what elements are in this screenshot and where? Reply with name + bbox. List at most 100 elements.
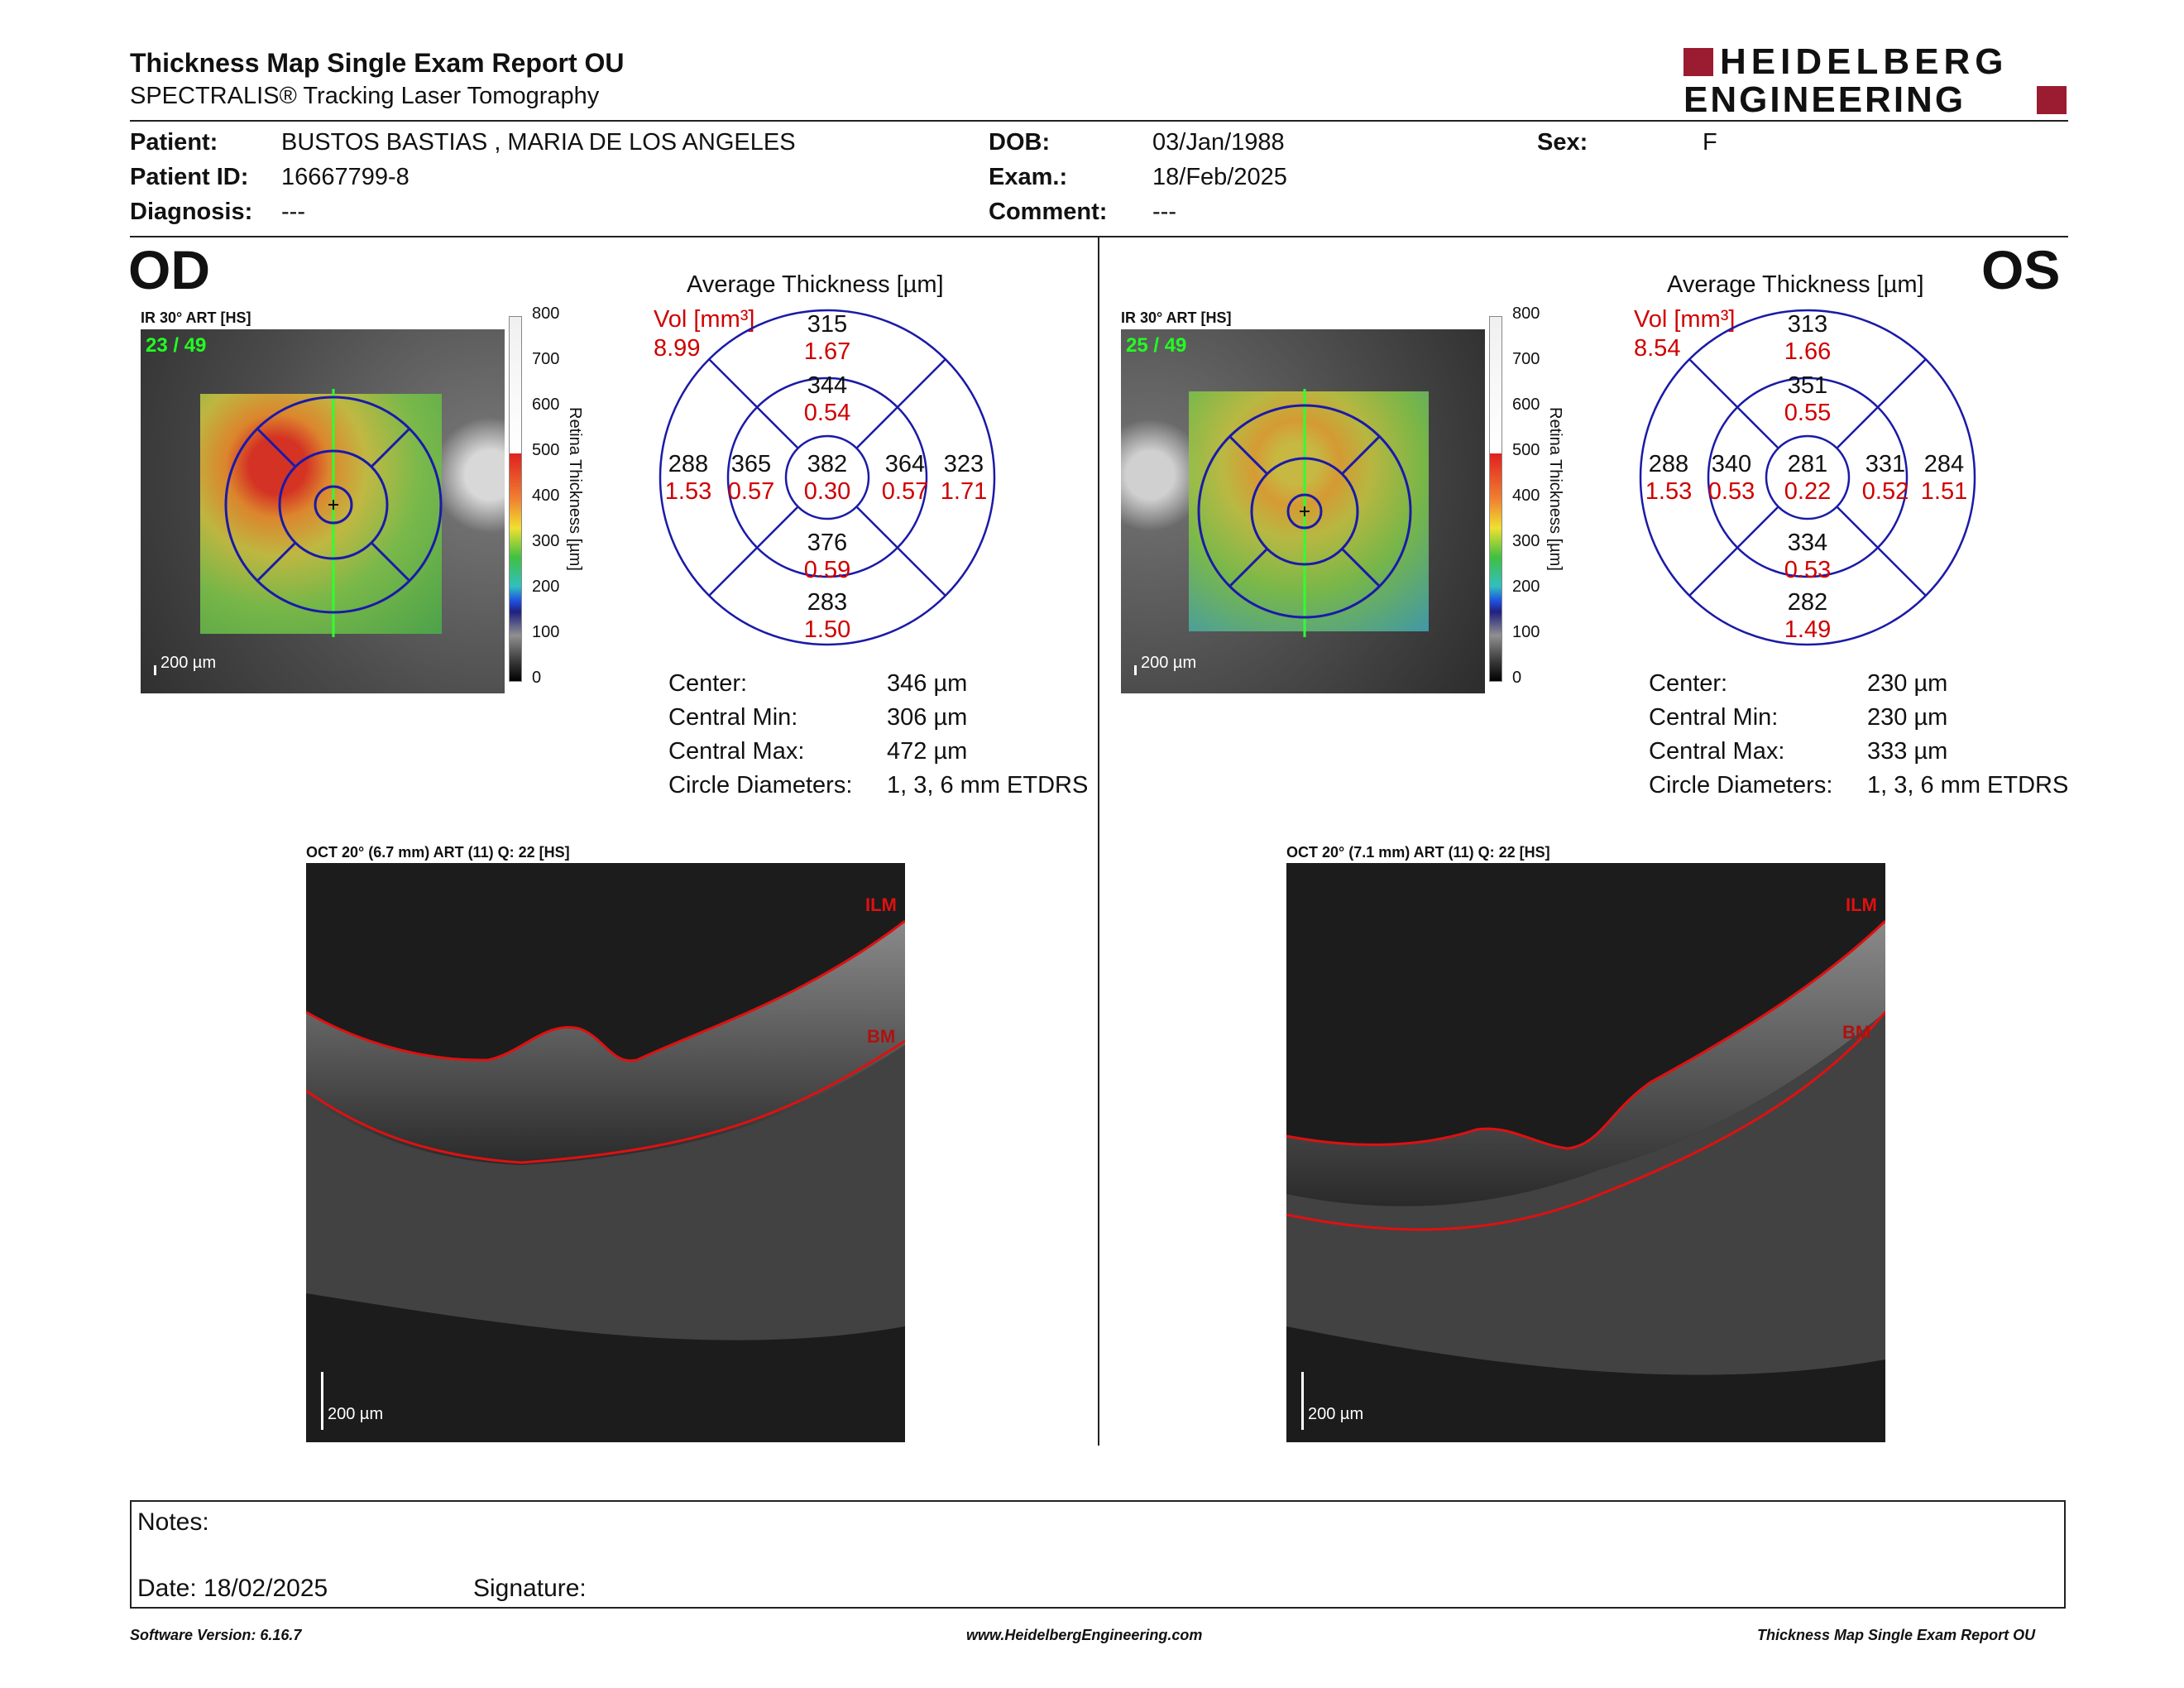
os-tick-300: 300 (1512, 532, 1540, 550)
dob-value: 03/Jan/1988 (1152, 129, 1285, 156)
od-colorbar-title: Retina Thickness [µm] (566, 407, 584, 571)
patient-label: Patient: (130, 129, 218, 156)
od-inner-inf-thickness: 376 (807, 530, 848, 556)
os-colorbar-title: Retina Thickness [µm] (1546, 407, 1564, 571)
od-outer-inf-thickness: 283 (807, 589, 848, 616)
od-etdrs-grid (659, 309, 996, 646)
od-outer-right-thickness: 323 (943, 451, 984, 477)
od-sector-outer-inf: 283 1.50 (794, 589, 860, 644)
report-subtitle: SPECTRALIS® Tracking Laser Tomography (130, 83, 600, 109)
patient-divider (130, 236, 2068, 237)
od-stat-center-value: 346 µm (887, 670, 968, 697)
os-outer-left-thickness: 288 (1648, 451, 1689, 477)
od-bm-label: BM (867, 1026, 896, 1047)
os-stat-min-label: Central Min: (1649, 704, 1779, 731)
notes-signature: Signature: (473, 1575, 587, 1602)
os-frame-counter: 25 / 49 (1126, 334, 1187, 357)
os-inner-right-thickness: 331 (1865, 451, 1906, 477)
logo-square-bottom (2037, 86, 2067, 114)
od-inner-sup-volume: 0.54 (803, 400, 851, 426)
os-oct-scale-label: 200 µm (1308, 1405, 1364, 1423)
notes-box: Notes: Date: 18/02/2025 Signature: (130, 1500, 2066, 1609)
od-tick-500: 500 (532, 441, 560, 459)
os-sector-inner-right: 331 0.52 (1852, 451, 1918, 506)
os-stat-center-value: 230 µm (1867, 670, 1948, 697)
od-vol-label: Vol [mm³] (654, 306, 755, 333)
os-stat-max-value: 333 µm (1867, 738, 1948, 765)
os-colorbar (1489, 316, 1502, 682)
od-center-thickness: 382 (807, 451, 848, 477)
od-oct-scale-label: 200 µm (328, 1405, 384, 1423)
os-bm-label: BM (1842, 1022, 1871, 1043)
od-stat-center-label: Center: (668, 670, 748, 697)
od-tick-200: 200 (532, 578, 560, 596)
os-inner-sup-volume: 0.55 (1784, 400, 1832, 426)
logo-text-bottom: ENGINEERING (1684, 79, 1966, 120)
sex-label: Sex: (1537, 129, 1588, 156)
exam-label: Exam.: (989, 164, 1068, 190)
od-outer-left-volume: 1.53 (664, 478, 712, 505)
od-vol-value: 8.99 (654, 335, 701, 362)
od-sector-center: 382 0.30 (794, 451, 860, 506)
os-inner-left-thickness: 340 (1711, 451, 1752, 477)
eye-divider (1098, 237, 1099, 1446)
os-tick-800: 800 (1512, 305, 1540, 323)
od-fundus-image: 23 / 49 200 µm (141, 329, 505, 693)
os-outer-left-volume: 1.53 (1645, 478, 1693, 505)
od-inner-right-thickness: 364 (884, 451, 926, 477)
od-tick-700: 700 (532, 350, 560, 368)
od-ir-label: IR 30° ART [HS] (141, 309, 251, 326)
os-sector-outer-inf: 282 1.49 (1774, 589, 1841, 644)
os-ir-label: IR 30° ART [HS] (1121, 309, 1232, 326)
od-inner-left-thickness: 365 (730, 451, 772, 477)
os-vol-value: 8.54 (1634, 335, 1681, 362)
od-stat-max-value: 472 µm (887, 738, 968, 765)
os-stat-center-label: Center: (1649, 670, 1728, 697)
od-inner-left-volume: 0.57 (727, 478, 775, 505)
os-sector-inner-left: 340 0.53 (1698, 451, 1765, 506)
footer-website[interactable]: www.HeidelbergEngineering.com (966, 1627, 1203, 1643)
comment-value: --- (1152, 199, 1176, 225)
os-tick-700: 700 (1512, 350, 1540, 368)
report-title: Thickness Map Single Exam Report OU (130, 48, 625, 78)
os-stat-diam-value: 1, 3, 6 mm ETDRS (1867, 772, 2069, 798)
os-outer-inf-thickness: 282 (1787, 589, 1828, 616)
od-sector-outer-right: 323 1.71 (931, 451, 997, 506)
os-colorbar-ticks: 800 700 600 500 400 300 200 100 0 (1512, 305, 1562, 693)
os-outer-right-thickness: 284 (1923, 451, 1965, 477)
od-avg-title: Average Thickness [µm] (687, 271, 944, 298)
patient-id: 16667799-8 (281, 164, 410, 190)
os-center-volume: 0.22 (1784, 478, 1832, 505)
os-oct-label: OCT 20° (7.1 mm) ART (11) Q: 22 [HS] (1286, 844, 1550, 861)
os-sector-outer-left: 288 1.53 (1636, 451, 1702, 506)
od-stat-min-label: Central Min: (668, 704, 798, 731)
os-tick-200: 200 (1512, 578, 1540, 596)
od-sector-inner-sup: 344 0.54 (794, 372, 860, 427)
od-ilm-label: ILM (865, 894, 897, 915)
od-tick-600: 600 (532, 396, 560, 414)
os-scale-bar (1134, 665, 1137, 675)
os-sector-center: 281 0.22 (1774, 451, 1841, 506)
od-stat-max-label: Central Max: (668, 738, 805, 765)
od-outer-sup-thickness: 315 (807, 311, 848, 338)
od-outer-left-thickness: 288 (668, 451, 709, 477)
notes-label: Notes: (137, 1508, 209, 1536)
os-outer-sup-thickness: 313 (1787, 311, 1828, 338)
od-oct-label: OCT 20° (6.7 mm) ART (11) Q: 22 [HS] (306, 844, 570, 861)
diagnosis-label: Diagnosis: (130, 199, 253, 225)
os-stat-diam-label: Circle Diameters: (1649, 772, 1833, 798)
od-inner-inf-volume: 0.59 (803, 557, 851, 583)
od-sector-outer-left: 288 1.53 (655, 451, 721, 506)
os-center-thickness: 281 (1787, 451, 1828, 477)
diagnosis-value: --- (281, 199, 305, 225)
od-outer-sup-volume: 1.67 (803, 338, 851, 365)
os-stat-max-label: Central Max: (1649, 738, 1785, 765)
od-tick-800: 800 (532, 305, 560, 323)
logo-text-top: HEIDELBERG (1720, 41, 2009, 82)
os-tick-400: 400 (1512, 487, 1540, 505)
od-oct-bscan: ILM BM 200 µm (306, 863, 905, 1442)
header-divider (130, 120, 2068, 122)
od-oct-scale-bar (321, 1372, 323, 1430)
os-outer-right-volume: 1.51 (1920, 478, 1968, 505)
od-inner-right-volume: 0.57 (881, 478, 929, 505)
